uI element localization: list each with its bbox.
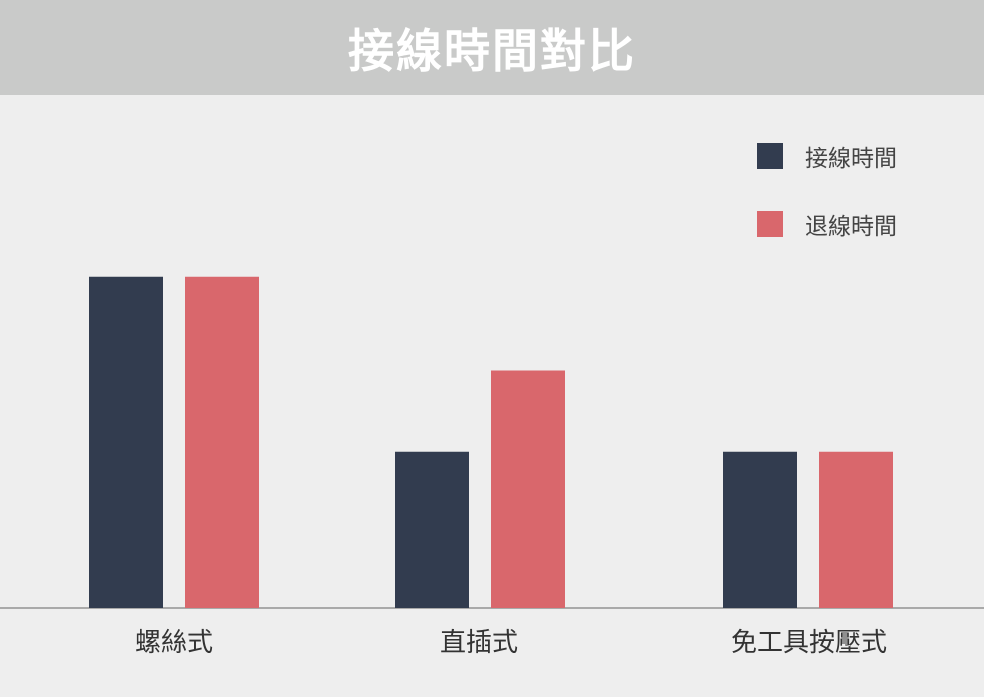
legend-swatch-series-1 (757, 143, 783, 169)
legend-label-series-1: 接線時間 (805, 146, 897, 172)
bars-group (89, 276, 893, 608)
chart-title: 接線時間對比 (348, 23, 636, 78)
legend-label-series-2: 退線時間 (805, 214, 897, 240)
bar-series-2-category-2 (491, 370, 565, 608)
title-bar: 接線時間對比 (0, 0, 984, 95)
bar-series-1-category-1 (89, 276, 163, 608)
bar-series-1-category-2 (395, 451, 469, 608)
x-tick-label-1: 螺絲式 (134, 628, 214, 658)
bar-series-1-category-3 (723, 451, 797, 608)
legend-item-series-1: 接線時間 (757, 138, 897, 174)
x-tick-label-3: 免工具按壓式 (730, 628, 888, 658)
legend: 接線時間 退線時間 (757, 138, 897, 274)
bar-series-2-category-1 (185, 276, 259, 608)
legend-swatch-series-2 (757, 211, 783, 237)
bar-series-2-category-3 (819, 451, 893, 608)
legend-item-series-2: 退線時間 (757, 206, 897, 242)
x-tick-label-2: 直插式 (439, 628, 519, 658)
